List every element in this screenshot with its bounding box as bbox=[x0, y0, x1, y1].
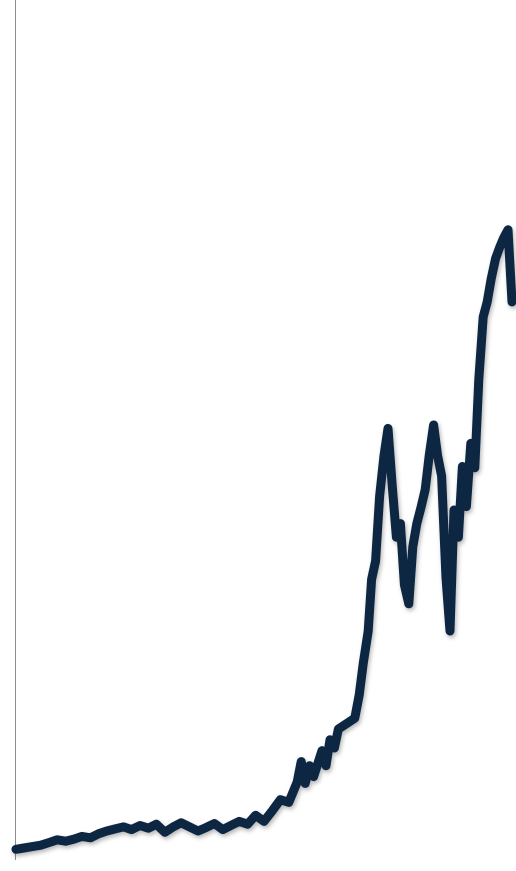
series-layer bbox=[11, 225, 516, 854]
series-line-0 bbox=[11, 225, 516, 854]
